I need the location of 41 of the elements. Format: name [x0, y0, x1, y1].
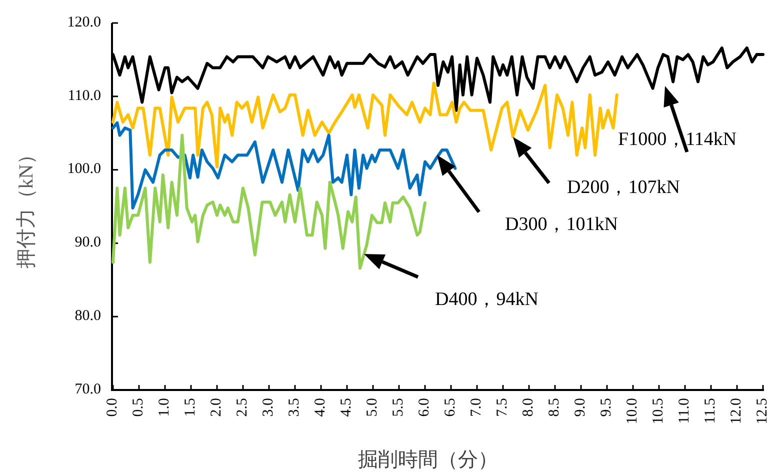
x-tick-label: 11.5: [702, 398, 718, 424]
x-tick-label: 12.0: [728, 398, 744, 424]
line-series: [112, 82, 618, 168]
x-tick-label: 2.5: [234, 398, 250, 417]
x-tick-label: 10.0: [624, 398, 640, 424]
x-tick-label: 6.0: [416, 398, 432, 417]
x-axis-title: 掘削時間（分）: [358, 449, 498, 471]
x-tick-label: 1.0: [156, 398, 172, 417]
x-tick-label: 7.5: [494, 398, 510, 417]
x-tick-label: 12.5: [754, 398, 770, 424]
x-tick-label: 11.0: [676, 398, 692, 424]
x-tick-label: 4.0: [312, 398, 328, 417]
y-tick-label: 90.0: [74, 234, 101, 251]
x-tick-label: 10.5: [650, 398, 666, 424]
y-tick-label: 120.0: [67, 14, 101, 30]
x-tick-label: 3.5: [286, 398, 302, 417]
x-tick-label: 5.5: [390, 398, 406, 417]
x-tick-label: 7.0: [468, 398, 484, 417]
x-tick-label: 9.5: [598, 398, 614, 417]
x-tick-label: 5.0: [364, 398, 380, 417]
x-tick-label: 1.5: [182, 398, 198, 417]
x-tick-label: 3.0: [260, 398, 276, 417]
annotation: F1000，114kN: [618, 129, 737, 150]
x-tick-label: 8.0: [520, 398, 536, 417]
y-tick-label: 100.0: [67, 161, 101, 178]
annotation: D300，101kN: [505, 214, 618, 235]
x-tick-label: 0.5: [130, 398, 146, 417]
y-tick-label: 70.0: [74, 381, 101, 398]
x-tick-label: 6.5: [442, 398, 458, 417]
x-tick-label: 9.0: [572, 398, 588, 417]
line-series: [112, 134, 426, 270]
x-tick-label: 4.5: [338, 398, 354, 417]
y-axis-title: 押付力（kN）: [16, 144, 38, 269]
line-series: [112, 121, 457, 210]
x-tick-label: 8.5: [546, 398, 562, 417]
annotation: D200，107kN: [567, 177, 680, 198]
y-tick-label: 110.0: [68, 88, 101, 104]
x-tick-label: 2.0: [208, 398, 224, 417]
annotation: D400，94kN: [435, 289, 539, 310]
x-tick-label: 0.0: [104, 398, 120, 417]
y-tick-label: 80.0: [74, 308, 101, 324]
